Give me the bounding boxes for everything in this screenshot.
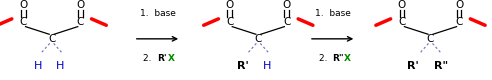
Text: H: H <box>33 60 42 70</box>
Text: R": R" <box>434 60 448 70</box>
Text: 2.: 2. <box>144 54 155 63</box>
Text: 1.  base: 1. base <box>315 9 350 18</box>
Text: R': R' <box>237 60 248 70</box>
Text: C: C <box>255 34 262 44</box>
Text: C: C <box>20 17 27 27</box>
Text: O: O <box>283 0 291 10</box>
Text: 2.: 2. <box>319 54 330 63</box>
Text: C: C <box>226 17 233 27</box>
Text: O: O <box>455 0 463 10</box>
Text: C: C <box>427 34 434 44</box>
Text: C: C <box>456 17 462 27</box>
Text: O: O <box>76 0 84 10</box>
Text: X: X <box>343 54 350 63</box>
Text: O: O <box>398 0 406 10</box>
Text: H: H <box>56 60 65 70</box>
Text: 1.  base: 1. base <box>140 9 175 18</box>
Text: C: C <box>77 17 84 27</box>
Text: O: O <box>19 0 27 10</box>
Text: X: X <box>168 54 175 63</box>
Text: H: H <box>263 60 272 70</box>
Text: R': R' <box>157 54 167 63</box>
Text: C: C <box>283 17 290 27</box>
Text: C: C <box>399 17 405 27</box>
Text: R": R" <box>333 54 344 63</box>
Text: O: O <box>226 0 234 10</box>
Text: C: C <box>48 34 55 44</box>
Text: R': R' <box>407 60 419 70</box>
